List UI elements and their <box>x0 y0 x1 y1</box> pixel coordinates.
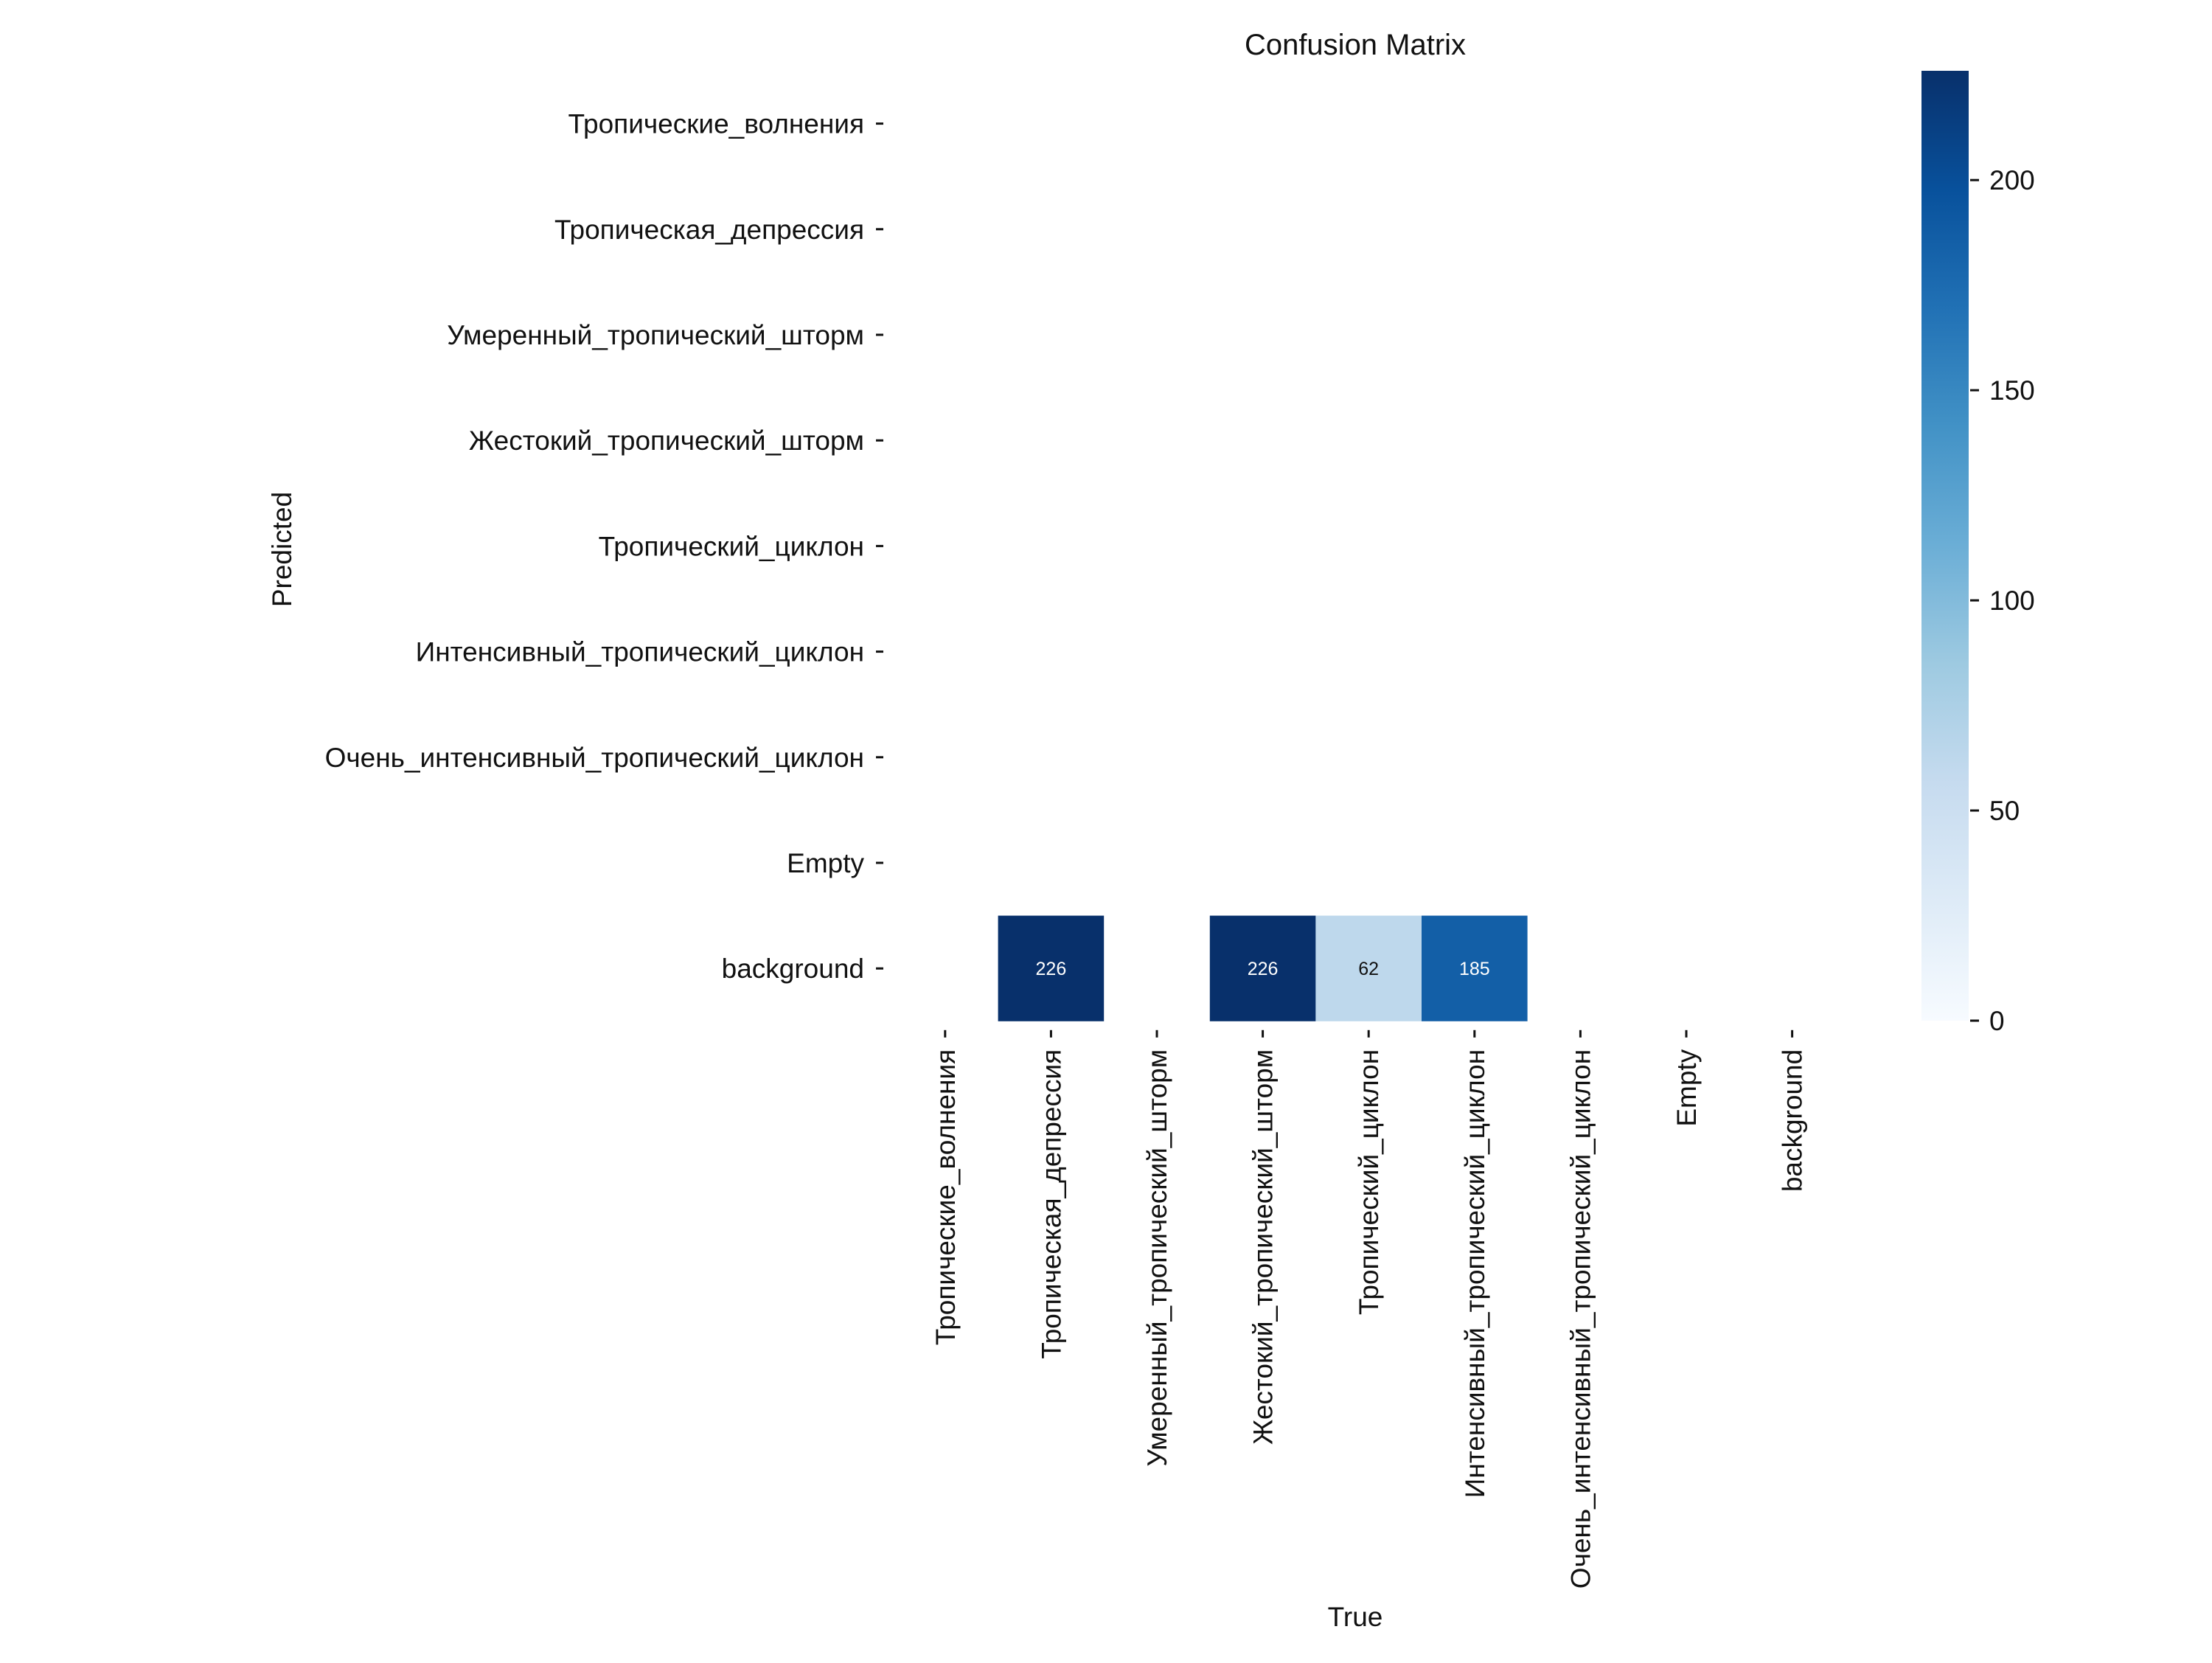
colorbar-tick-label: 200 <box>1989 165 2035 195</box>
heatmap-cell <box>1422 915 1528 1021</box>
y-tick-label: Empty <box>787 848 864 878</box>
colorbar <box>1921 71 1969 1021</box>
x-tick-label: Empty <box>1672 1049 1702 1126</box>
y-tick-label: Тропическая_депрессия <box>554 215 864 245</box>
cell-value-label: 185 <box>1459 959 1490 979</box>
y-tick-labels: Тропические_волнения Тропическая_депресси… <box>325 109 883 984</box>
colorbar-tick-label: 0 <box>1989 1006 2005 1036</box>
heatmap-cell <box>1315 915 1422 1021</box>
x-tick-label: Тропические_волнения <box>931 1049 961 1346</box>
colorbar-tick-label: 100 <box>1989 586 2035 616</box>
x-tick-label: Тропическая_депрессия <box>1036 1049 1066 1359</box>
y-tick-label: Жестокий_тропический_шторм <box>469 426 864 456</box>
y-tick-label: background <box>722 954 864 984</box>
y-tick-label: Умеренный_тропический_шторм <box>447 320 864 350</box>
colorbar-ticks: 0 50 100 150 200 <box>1970 165 2035 1036</box>
cell-value-label: 62 <box>1358 959 1379 979</box>
colorbar-tick-label: 50 <box>1989 796 2020 826</box>
x-tick-label: Очень_интенсивный_тропический_циклон <box>1565 1049 1596 1589</box>
x-tick-label: Умеренный_тропический_шторм <box>1142 1049 1172 1467</box>
heatmap-cells: 226 226 62 185 <box>998 915 1528 1021</box>
x-tick-label: Тропический_циклон <box>1354 1049 1384 1315</box>
cell-value-label: 226 <box>1248 959 1279 979</box>
x-tick-label: Интенсивный_тропический_циклон <box>1460 1049 1490 1498</box>
y-tick-label: Интенсивный_тропический_циклон <box>416 637 864 667</box>
y-tick-label: Тропический_циклон <box>599 531 864 561</box>
y-axis-label: Predicted <box>267 492 297 607</box>
x-tick-label: background <box>1778 1049 1808 1192</box>
cell-value-label: 226 <box>1036 959 1067 979</box>
heatmap-cell <box>1209 915 1316 1021</box>
chart-title: Confusion Matrix <box>1245 29 1466 61</box>
heatmap-cell <box>998 915 1105 1021</box>
x-tick-label: Жестокий_тропический_шторм <box>1248 1049 1279 1445</box>
y-tick-label: Тропические_волнения <box>568 109 865 139</box>
colorbar-tick-label: 150 <box>1989 375 2035 406</box>
x-axis-label: True <box>1328 1602 1383 1632</box>
x-tick-labels: Тропические_волнения Тропическая_депресси… <box>931 1030 1808 1589</box>
y-tick-label: Очень_интенсивный_тропический_циклон <box>325 743 864 773</box>
